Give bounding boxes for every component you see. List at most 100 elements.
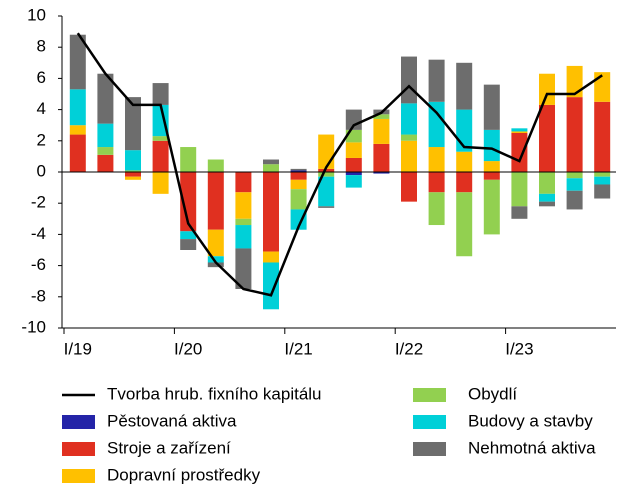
bar [125, 97, 141, 151]
bar [69, 34, 86, 90]
bar [318, 206, 335, 208]
bar [511, 172, 528, 207]
x-tick-label: I/23 [505, 339, 533, 358]
bar [235, 192, 252, 219]
bar [207, 172, 224, 230]
bar [539, 201, 555, 207]
bar [207, 229, 224, 257]
bar [152, 83, 169, 105]
bar [428, 147, 445, 172]
legend-label: Obydlí [468, 384, 517, 403]
legend-label: Tvorba hrub. fixního kapitálu [107, 384, 322, 403]
bar [263, 159, 279, 165]
y-tick-label: 4 [37, 99, 46, 118]
bar [456, 62, 473, 110]
bar [290, 179, 307, 190]
bar [263, 262, 279, 310]
legend-label: Nehmotná aktiva [468, 438, 596, 457]
bar [345, 109, 362, 130]
bar [152, 104, 169, 137]
bar [125, 176, 141, 180]
bar [318, 176, 335, 207]
bar [483, 129, 500, 162]
bar [456, 192, 473, 257]
bar [401, 56, 417, 104]
bar [318, 134, 335, 169]
legend-swatch [62, 469, 95, 483]
bar [152, 172, 169, 194]
bar [594, 176, 611, 185]
bar [566, 190, 583, 210]
bar [235, 248, 252, 289]
bar [180, 147, 197, 172]
bar [97, 73, 114, 124]
bar [566, 172, 583, 179]
bar [539, 104, 555, 172]
x-tick-label: I/20 [174, 339, 202, 358]
y-tick-label: 2 [37, 130, 46, 149]
bar [207, 159, 224, 172]
bar [263, 251, 279, 263]
bar [235, 225, 252, 249]
bar [566, 178, 583, 191]
bar [207, 256, 224, 263]
bar [345, 142, 362, 158]
bar [97, 154, 114, 172]
line [76, 32, 603, 297]
bar [235, 172, 252, 193]
y-tick-label: 0 [37, 161, 46, 180]
bar [594, 101, 611, 172]
y-tick-label: 10 [27, 5, 46, 24]
y-tick-label: -6 [31, 255, 46, 274]
y-tick-label: -8 [31, 286, 46, 305]
x-tick-label: I/21 [284, 339, 312, 358]
bar [318, 172, 335, 177]
bar [125, 150, 141, 171]
bar [428, 172, 445, 193]
y-tick-label: 6 [37, 68, 46, 87]
bar [345, 172, 362, 176]
bar [539, 193, 555, 202]
bar [69, 89, 86, 126]
bar [401, 134, 417, 141]
bar [401, 140, 417, 172]
bar [235, 218, 252, 226]
bar [456, 172, 473, 193]
legend-swatch [413, 442, 446, 456]
legend-swatch [413, 388, 446, 402]
bar [180, 172, 197, 232]
bar [180, 239, 197, 250]
bar [594, 184, 611, 199]
bar [207, 262, 224, 268]
y-tick-label: -4 [31, 224, 46, 243]
legend-label: Stroje a zařízení [107, 438, 231, 457]
bar [290, 209, 307, 230]
y-tick-label: -10 [21, 317, 46, 336]
bar [428, 59, 445, 102]
bar [345, 157, 362, 172]
legend-label: Budovy a stavby [468, 411, 593, 430]
bar [483, 84, 500, 130]
bar [263, 172, 279, 252]
bar [290, 172, 307, 180]
bar [594, 72, 611, 102]
bar [97, 147, 114, 155]
bar [373, 143, 390, 172]
bar [539, 73, 555, 105]
bar [483, 161, 500, 172]
bar [428, 192, 445, 226]
legend-label: Dopravní prostředky [107, 465, 261, 484]
bar [180, 231, 197, 240]
legend-label: Pěstovaná aktiva [107, 411, 237, 430]
y-tick-label: 8 [37, 37, 46, 56]
legend-swatch [62, 415, 95, 429]
bar [263, 164, 279, 172]
bar [511, 133, 528, 172]
bar [290, 189, 307, 210]
bar [401, 172, 417, 202]
bar [511, 128, 528, 132]
bar [290, 170, 307, 172]
bar [152, 140, 169, 172]
bar [345, 175, 362, 188]
